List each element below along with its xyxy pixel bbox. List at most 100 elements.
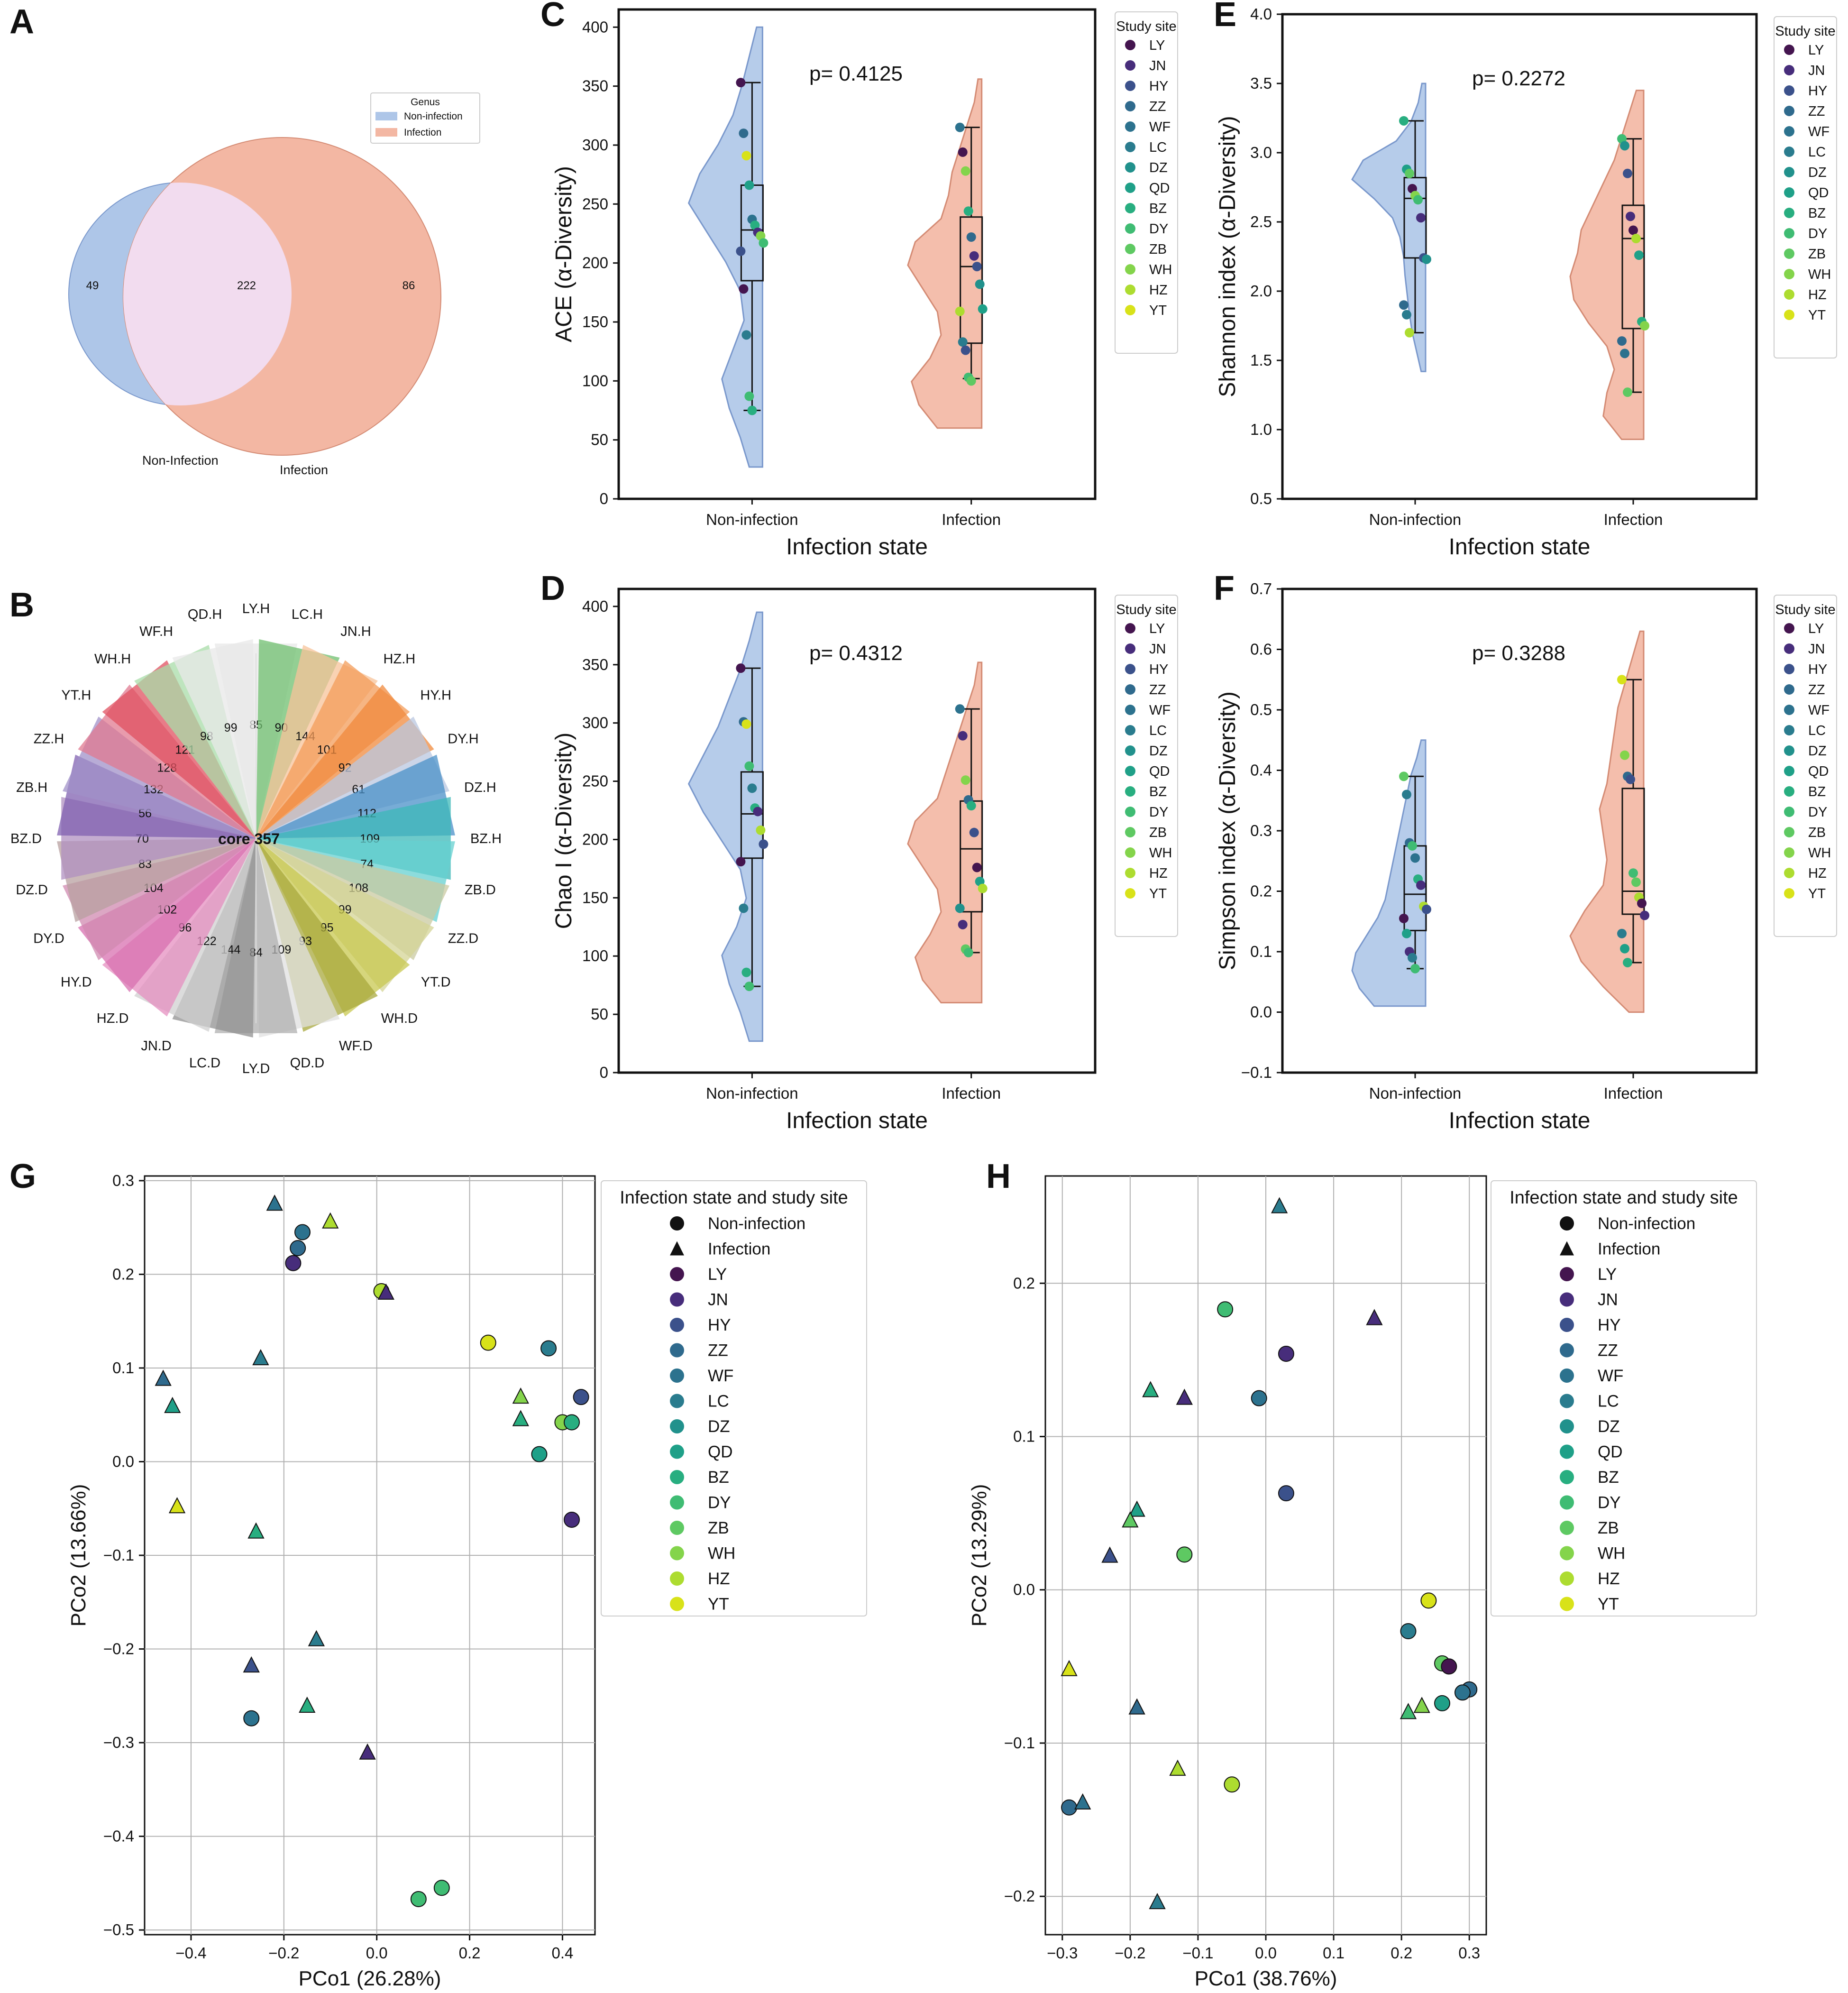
legend-label-bz: BZ bbox=[1149, 201, 1167, 216]
legend-label-qd: QD bbox=[1598, 1443, 1623, 1461]
data-point bbox=[736, 663, 746, 673]
data-point bbox=[1399, 300, 1409, 310]
venn-count-left: 49 bbox=[86, 279, 99, 292]
data-point bbox=[759, 238, 768, 248]
data-point bbox=[1416, 880, 1426, 890]
legend-marker-qd bbox=[1125, 766, 1135, 776]
data-point bbox=[1623, 957, 1632, 967]
data-point-circle bbox=[1278, 1345, 1294, 1362]
data-point-circle bbox=[243, 1710, 260, 1727]
y-tick-label: 50 bbox=[591, 1005, 608, 1023]
data-point bbox=[958, 731, 968, 741]
legend-label-zb: ZB bbox=[1149, 242, 1167, 257]
data-point-circle bbox=[540, 1340, 557, 1357]
y-tick-label: 0.1 bbox=[1250, 943, 1272, 960]
legend-marker-zb bbox=[1125, 827, 1135, 837]
flower-petal bbox=[62, 838, 256, 960]
legend-marker-yt bbox=[1784, 888, 1794, 899]
legend-marker-yt bbox=[1125, 888, 1135, 899]
data-point bbox=[969, 251, 979, 261]
data-point bbox=[1640, 910, 1649, 920]
legend-marker-jn bbox=[1125, 60, 1135, 71]
violin-non-infection bbox=[1351, 739, 1427, 1007]
venn-legend-box bbox=[370, 92, 480, 144]
data-point bbox=[1408, 841, 1417, 851]
legend-marker-qd bbox=[670, 1444, 684, 1459]
y-tick-label: 50 bbox=[591, 431, 608, 449]
legend-marker-qd bbox=[1784, 766, 1794, 776]
legend-marker-wh bbox=[1125, 264, 1135, 275]
box bbox=[740, 771, 764, 859]
legend-label-zz: ZZ bbox=[1149, 99, 1166, 114]
panel-letter-h: H bbox=[986, 1157, 1011, 1195]
legend-marker-hz bbox=[1784, 289, 1794, 300]
legend-label-zz: ZZ bbox=[1598, 1341, 1618, 1360]
legend-label-dy: DY bbox=[1149, 805, 1168, 820]
data-point bbox=[1631, 877, 1641, 887]
legend-label-yt: YT bbox=[1598, 1595, 1619, 1614]
y-tick-label: 100 bbox=[582, 372, 608, 389]
y-tick-label: 3.5 bbox=[1250, 74, 1272, 92]
x-tick-label: Non-infection bbox=[706, 1084, 798, 1102]
legend-marker-qd bbox=[1784, 187, 1794, 198]
legend-marker-wh bbox=[670, 1546, 684, 1561]
panel-letter-a: A bbox=[9, 3, 34, 41]
data-point bbox=[1626, 774, 1635, 784]
data-point-triangle bbox=[1413, 1697, 1430, 1713]
data-point-triangle bbox=[266, 1194, 283, 1211]
flower-petal bbox=[256, 838, 378, 1032]
data-point bbox=[978, 304, 988, 314]
y-tick-label: 200 bbox=[582, 830, 608, 848]
data-point-triangle bbox=[308, 1630, 325, 1646]
y-tick-label: 100 bbox=[582, 947, 608, 964]
scatter-g: −0.4 −0.2 0.0 0.2 0.4 −0.5 −0.4 −0.3 −0.2 −0.1 0.0… bbox=[67, 1172, 867, 1990]
venn-count-right: 86 bbox=[403, 279, 415, 292]
x-tick-label: −0.2 bbox=[1115, 1944, 1145, 1962]
flower-petal-label: ZZ.D bbox=[448, 931, 478, 946]
data-point bbox=[955, 903, 965, 913]
x-axis-title: Infection state bbox=[1449, 1108, 1591, 1133]
legend-marker-wf bbox=[1560, 1368, 1574, 1383]
data-point bbox=[978, 883, 988, 893]
data-point bbox=[1408, 953, 1417, 963]
x-tick-label: −0.1 bbox=[1182, 1944, 1213, 1962]
legend-marker-lc bbox=[1784, 725, 1794, 735]
legend-label-ly: LY bbox=[708, 1265, 727, 1284]
panel-letter-d: D bbox=[540, 569, 565, 607]
legend-marker-dz bbox=[1125, 162, 1135, 173]
y-tick-label: 1.5 bbox=[1250, 351, 1272, 369]
venn-count-shared: 222 bbox=[237, 279, 256, 292]
legend-title: Study site bbox=[1775, 602, 1835, 617]
x-tick-label: −0.4 bbox=[175, 1944, 206, 1962]
legend-label-dy: DY bbox=[1808, 805, 1827, 820]
legend-marker-yt bbox=[1125, 305, 1135, 315]
x-tick-label: 0.3 bbox=[1458, 1944, 1480, 1962]
legend-marker-dz bbox=[1560, 1419, 1574, 1433]
legend-marker-zz bbox=[1784, 106, 1794, 116]
y-tick-label: 0.0 bbox=[112, 1452, 134, 1470]
y-tick-label: 0.7 bbox=[1250, 580, 1272, 597]
flower-petal-label: ZB.D bbox=[465, 882, 496, 898]
y-tick-label: 150 bbox=[582, 313, 608, 331]
legend-label-jn: JN bbox=[1149, 642, 1166, 657]
box bbox=[1621, 788, 1645, 915]
legend-marker-lc bbox=[1784, 147, 1794, 157]
data-point-triangle bbox=[512, 1387, 529, 1404]
x-tick-label: 0.1 bbox=[1323, 1944, 1345, 1962]
legend-title: Infection state and study site bbox=[1510, 1188, 1738, 1208]
y-tick-label: 0.1 bbox=[1013, 1427, 1035, 1445]
legend-marker-triangle bbox=[1560, 1241, 1574, 1256]
y-tick-label: 150 bbox=[582, 889, 608, 906]
legend-marker-jn bbox=[670, 1292, 684, 1307]
legend-label-zz: ZZ bbox=[1808, 104, 1825, 119]
flower-petal-label: HY.D bbox=[61, 974, 92, 990]
flower-petal-label: LY.D bbox=[242, 1061, 270, 1076]
data-point bbox=[1399, 771, 1409, 781]
legend-label-hy: HY bbox=[1808, 83, 1827, 99]
data-point bbox=[1416, 213, 1426, 223]
flower-petal-label: HY.H bbox=[420, 688, 451, 703]
data-point bbox=[736, 246, 746, 256]
y-tick-label: 3.0 bbox=[1250, 144, 1272, 161]
y-axis-title: Shannon index (α-Diversity) bbox=[1215, 116, 1240, 397]
data-point bbox=[1410, 853, 1420, 863]
